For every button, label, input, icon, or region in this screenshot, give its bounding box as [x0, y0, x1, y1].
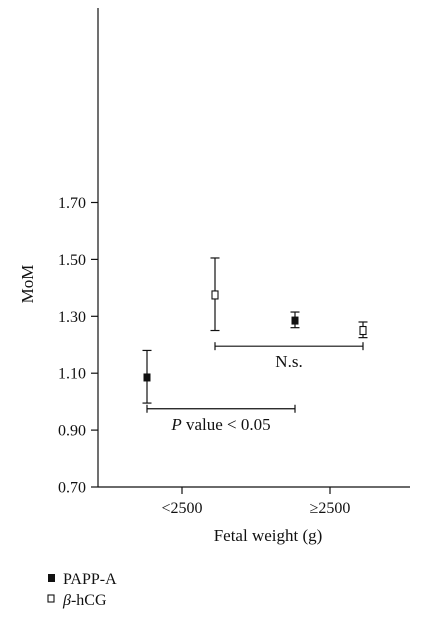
annotations: P value < 0.05 N.s.	[146, 342, 364, 434]
marks	[142, 257, 368, 404]
x-tick-label: ≥2500	[310, 500, 351, 517]
y-tick-label: 1.10	[58, 366, 86, 383]
legend-swatch	[48, 574, 55, 582]
bracket-label: N.s.	[275, 352, 302, 371]
x-tick-label: <2500	[161, 500, 202, 517]
marker-open-square	[359, 325, 367, 336]
marker-filled-square	[143, 373, 151, 382]
legend-swatch	[47, 594, 55, 603]
legend-label: PAPP-A	[63, 571, 117, 588]
bracket-label: P value < 0.05	[170, 415, 270, 434]
axes	[97, 8, 410, 488]
y-axis-title: MoM	[18, 265, 37, 304]
legend: PAPP-A β-hCG	[47, 571, 117, 609]
y-tick-label: 0.70	[58, 480, 86, 497]
data-point	[210, 257, 220, 332]
marker-open-square	[211, 290, 219, 300]
x-axis-title: Fetal weight (g)	[214, 526, 323, 545]
legend-item: PAPP-A	[48, 571, 117, 588]
y-tick-label: 0.90	[58, 423, 86, 440]
data-point	[290, 311, 300, 329]
y-tick-label: 1.50	[58, 252, 86, 269]
ticks: 0.70 0.90 1.10 1.30 1.50 1.70 <2500 ≥2500	[58, 195, 350, 517]
significance-bracket: P value < 0.05	[146, 404, 296, 434]
legend-label: β-hCG	[62, 592, 107, 609]
data-point	[358, 321, 368, 339]
y-tick-label: 1.70	[58, 195, 86, 212]
y-tick-label: 1.30	[58, 309, 86, 326]
legend-item: β-hCG	[47, 592, 107, 609]
marker-filled-square	[291, 316, 299, 325]
data-point	[142, 349, 152, 404]
significance-bracket: N.s.	[214, 342, 364, 371]
